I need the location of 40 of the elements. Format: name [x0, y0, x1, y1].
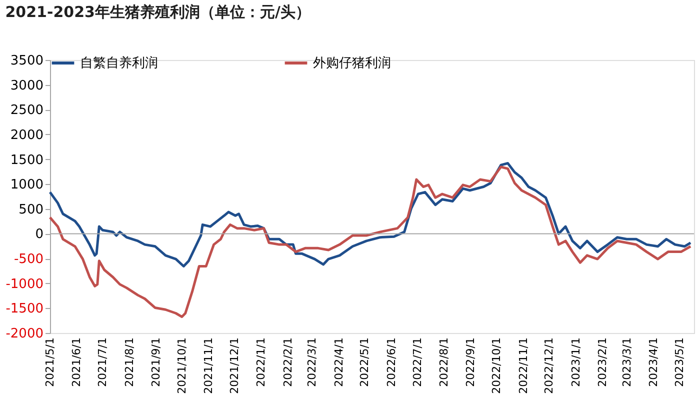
- x-tick-label: 2022/8/1: [437, 338, 450, 387]
- x-tick-label: 2021/7/1: [96, 338, 110, 387]
- x-tick-label: 2023/2/1: [596, 338, 610, 387]
- x-tick-label: 2022/3/1: [306, 338, 319, 387]
- x-tick-label: 2021/10/1: [175, 338, 188, 394]
- x-tick-label: 2022/9/1: [464, 338, 478, 387]
- x-tick-label: 2022/10/1: [490, 338, 504, 394]
- x-tick-label: 2023/5/1: [672, 338, 686, 387]
- y-tick-label: 1000: [10, 178, 44, 193]
- chart-title: 2021-2023年生猪养殖利润（单位：元/头）: [5, 3, 310, 21]
- y-tick-label: -500: [14, 252, 44, 268]
- x-tick-label: 2021/8/1: [122, 338, 136, 387]
- x-tick-label: 2022/7/1: [410, 338, 424, 387]
- x-tick-label: 2022/4/1: [332, 338, 346, 387]
- legend-label: 外购仔猪利润: [313, 56, 391, 71]
- x-tick-label: 2022/1/1: [254, 338, 268, 387]
- y-tick-label: 3000: [10, 78, 44, 94]
- x-tick-label: 2022/5/1: [358, 338, 372, 387]
- x-tick-label: 2022/6/1: [384, 338, 398, 387]
- x-tick-label: 2023/1/1: [569, 338, 582, 387]
- x-tick-label: 2021/5/1: [44, 338, 56, 387]
- y-tick-label: 2500: [10, 103, 44, 118]
- x-tick-label: 2022/12/1: [542, 338, 556, 394]
- y-tick-label: -1500: [6, 302, 44, 317]
- x-tick-label: 2021/11/1: [202, 338, 216, 394]
- x-tick-label: 2023/3/1: [620, 338, 634, 387]
- y-tick-label: 3500: [10, 54, 44, 68]
- x-tick-label: 2021/9/1: [150, 338, 163, 387]
- y-tick-label: 2000: [10, 128, 44, 143]
- y-tick-label: -1000: [6, 276, 44, 292]
- y-tick-label: -2000: [6, 326, 44, 342]
- y-tick-label: 0: [35, 227, 44, 242]
- x-tick-label: 2023/4/1: [646, 338, 660, 387]
- x-tick-label: 2022/2/1: [281, 338, 294, 387]
- y-tick-label: 500: [18, 202, 44, 218]
- y-tick-label: 1500: [10, 152, 44, 168]
- x-tick-label: 2021/12/1: [228, 338, 241, 394]
- legend-label: 自繁自养利润: [80, 55, 158, 71]
- x-tick-label: 2022/11/1: [516, 338, 530, 394]
- x-tick-label: 2021/6/1: [70, 338, 84, 387]
